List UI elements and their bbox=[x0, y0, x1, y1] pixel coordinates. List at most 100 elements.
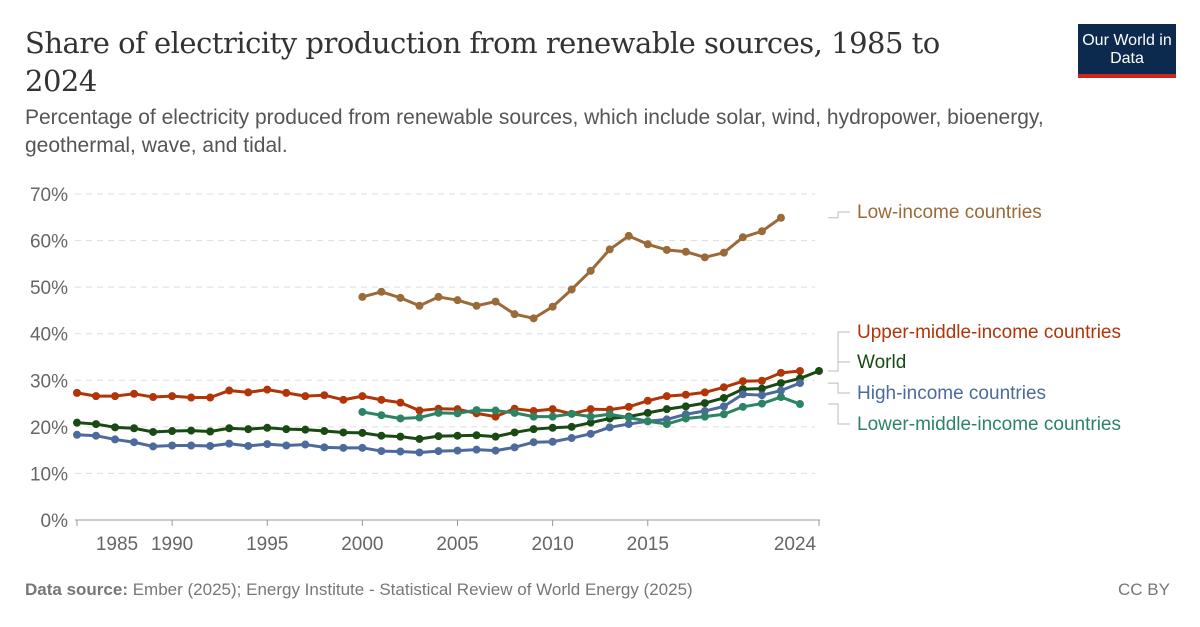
data-point bbox=[757, 399, 766, 408]
data-point bbox=[358, 292, 367, 301]
data-point bbox=[320, 391, 329, 400]
owid-logo[interactable]: Our World in Data bbox=[1078, 24, 1176, 78]
data-point bbox=[111, 423, 120, 432]
data-point bbox=[605, 410, 614, 419]
data-point bbox=[225, 424, 234, 433]
series-label: Low-income countries bbox=[857, 202, 1042, 223]
data-point bbox=[282, 441, 291, 450]
data-point bbox=[567, 285, 576, 294]
data-point bbox=[529, 438, 538, 447]
data-point bbox=[92, 431, 101, 440]
data-point bbox=[776, 213, 785, 222]
data-point bbox=[111, 392, 120, 401]
license[interactable]: CC BY bbox=[1118, 580, 1170, 599]
data-point bbox=[605, 245, 614, 254]
data-point bbox=[567, 434, 576, 443]
data-point bbox=[700, 253, 709, 262]
data-point bbox=[453, 446, 462, 455]
data-point bbox=[206, 393, 215, 402]
data-point bbox=[700, 407, 709, 416]
data-point bbox=[149, 442, 158, 451]
x-tick-label: 2000 bbox=[341, 534, 383, 555]
data-point bbox=[92, 392, 101, 401]
data-point bbox=[719, 248, 728, 257]
data-point bbox=[358, 407, 367, 416]
series-label: High-income countries bbox=[857, 383, 1046, 404]
data-point bbox=[225, 439, 234, 448]
data-point bbox=[491, 406, 500, 415]
data-point bbox=[472, 445, 481, 454]
y-tick-label: 40% bbox=[30, 325, 68, 346]
x-tick-label: 1985 bbox=[96, 534, 138, 555]
x-tick-label: 2015 bbox=[627, 534, 669, 555]
data-point bbox=[738, 402, 747, 411]
data-point bbox=[491, 297, 500, 306]
data-point bbox=[757, 391, 766, 400]
data-point bbox=[396, 398, 405, 407]
data-point bbox=[358, 392, 367, 401]
label-connector bbox=[828, 403, 850, 425]
data-point bbox=[415, 301, 424, 310]
data-source-text[interactable]: Ember (2025); Energy Institute - Statist… bbox=[132, 580, 693, 599]
data-point bbox=[510, 310, 519, 319]
data-point bbox=[795, 366, 804, 375]
data-point bbox=[548, 302, 557, 311]
data-point bbox=[586, 412, 595, 421]
data-point bbox=[510, 408, 519, 417]
data-point bbox=[643, 240, 652, 249]
data-point bbox=[738, 233, 747, 242]
data-point bbox=[263, 385, 272, 394]
data-point bbox=[586, 266, 595, 275]
data-point bbox=[187, 441, 196, 450]
data-point bbox=[662, 420, 671, 429]
data-point bbox=[529, 407, 538, 416]
data-point bbox=[624, 420, 633, 429]
data-point bbox=[567, 422, 576, 431]
data-point bbox=[548, 405, 557, 414]
data-point bbox=[415, 413, 424, 422]
series-line bbox=[76, 369, 820, 441]
data-point bbox=[263, 440, 272, 449]
data-point bbox=[453, 431, 462, 440]
data-point bbox=[339, 428, 348, 437]
series-lower-middle-income-countries bbox=[358, 393, 804, 429]
data-point bbox=[358, 443, 367, 452]
data-point bbox=[681, 247, 690, 256]
data-point bbox=[377, 395, 386, 404]
y-tick-label: 20% bbox=[30, 418, 68, 439]
data-point bbox=[681, 402, 690, 411]
data-point bbox=[130, 438, 139, 447]
x-tick-label: 2010 bbox=[532, 534, 574, 555]
data-point bbox=[92, 420, 101, 429]
data-point bbox=[396, 414, 405, 423]
x-tick-label: 2005 bbox=[436, 534, 478, 555]
data-point bbox=[472, 406, 481, 415]
data-point bbox=[510, 443, 519, 452]
data-point bbox=[662, 392, 671, 401]
data-source: Data source: Ember (2025); Energy Instit… bbox=[25, 580, 693, 600]
data-point bbox=[719, 383, 728, 392]
data-point bbox=[643, 396, 652, 405]
data-point bbox=[130, 424, 139, 433]
data-point bbox=[510, 428, 519, 437]
y-tick-label: 10% bbox=[30, 464, 68, 485]
data-point bbox=[719, 402, 728, 411]
data-point bbox=[529, 412, 538, 421]
data-point bbox=[339, 395, 348, 404]
data-point bbox=[453, 409, 462, 418]
data-point bbox=[757, 384, 766, 393]
data-point bbox=[815, 366, 823, 375]
data-point bbox=[187, 426, 196, 435]
label-connector bbox=[828, 361, 850, 372]
data-point bbox=[206, 441, 215, 450]
y-tick-label: 30% bbox=[30, 371, 68, 392]
data-point bbox=[377, 447, 386, 456]
data-point bbox=[795, 400, 804, 409]
series-label: Lower-middle-income countries bbox=[857, 414, 1121, 435]
y-tick-label: 60% bbox=[30, 232, 68, 253]
x-tick-label: 1995 bbox=[246, 534, 288, 555]
data-point bbox=[472, 301, 481, 310]
data-point bbox=[149, 393, 158, 402]
data-point bbox=[700, 412, 709, 421]
